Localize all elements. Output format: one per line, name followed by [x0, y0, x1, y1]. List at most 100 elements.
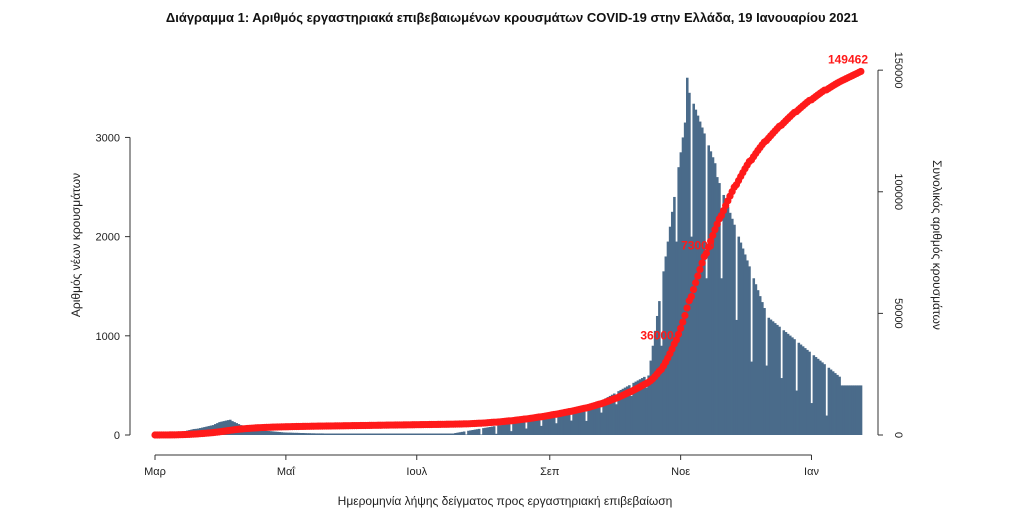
daily-bar: [308, 433, 311, 435]
daily-bar: [741, 248, 745, 435]
daily-bar: [750, 361, 753, 435]
daily-bar: [396, 433, 399, 435]
daily-bar: [814, 357, 818, 435]
daily-bar: [664, 256, 668, 435]
daily-bar: [426, 433, 429, 435]
daily-bar: [780, 378, 783, 435]
cumulative-point: [683, 304, 691, 312]
daily-bar: [514, 422, 517, 435]
chart-title: Διάγραμμα 1: Αριθμός εργαστηριακά επιβεβ…: [165, 10, 859, 25]
daily-bar: [782, 330, 786, 435]
daily-bar: [838, 376, 841, 435]
daily-bar: [458, 432, 462, 435]
daily-bar: [808, 351, 811, 435]
daily-bar: [304, 433, 307, 435]
daily-bar: [786, 333, 790, 435]
annotation-label: 149462: [828, 52, 868, 66]
daily-bar: [821, 362, 824, 435]
daily-bar: [327, 433, 331, 435]
daily-bar: [578, 411, 582, 435]
daily-bar: [316, 433, 320, 435]
cumulative-point: [707, 237, 715, 245]
daily-bar: [492, 426, 496, 435]
cumulative-point: [681, 311, 689, 320]
daily-bar: [282, 432, 286, 435]
daily-bar: [473, 429, 477, 435]
daily-bar: [263, 430, 266, 435]
daily-bar: [773, 323, 777, 435]
daily-bar: [259, 429, 262, 435]
daily-bar: [488, 426, 492, 435]
axis-labels: Ημερομηνία λήψης δείγματος προς εργαστηρ…: [69, 160, 944, 508]
x-tick-label: Νοε: [671, 466, 690, 478]
daily-bar: [527, 420, 530, 435]
daily-bar: [394, 433, 397, 435]
daily-bar: [846, 385, 850, 435]
annotation-label: 73000: [681, 238, 715, 252]
daily-bar: [398, 433, 402, 435]
daily-bar: [840, 385, 844, 435]
daily-bar: [610, 394, 614, 435]
y-tick-label: 2000: [96, 232, 120, 244]
daily-bar: [670, 211, 674, 435]
daily-bar: [417, 433, 421, 435]
daily-bar: [542, 417, 545, 435]
daily-bar: [477, 428, 481, 435]
daily-bar: [411, 433, 414, 435]
daily-bar: [606, 397, 610, 435]
daily-bar: [615, 404, 618, 435]
daily-bar: [733, 224, 736, 435]
daily-bar: [709, 151, 713, 436]
daily-bar: [853, 385, 856, 435]
daily-bar: [510, 431, 513, 435]
daily-bar: [434, 433, 438, 435]
daily-bar: [666, 241, 670, 435]
daily-bar: [737, 236, 741, 435]
daily-bar: [728, 212, 732, 435]
y-tick-label: 0: [114, 430, 120, 442]
daily-bar: [407, 433, 410, 435]
daily-bar: [718, 183, 721, 435]
daily-bar: [713, 163, 717, 435]
daily-bar: [370, 433, 374, 435]
daily-bar: [437, 433, 440, 435]
daily-bar: [310, 433, 314, 435]
daily-bar: [450, 433, 453, 435]
daily-bar: [668, 226, 672, 435]
daily-bar: [503, 424, 507, 435]
daily-bar: [314, 433, 318, 435]
daily-bar: [645, 387, 648, 435]
daily-bar: [804, 348, 807, 435]
daily-bar: [467, 430, 470, 435]
y-tick-label: 3000: [96, 132, 120, 144]
daily-bar: [415, 433, 419, 435]
daily-bar: [602, 399, 605, 435]
daily-bar: [475, 429, 479, 435]
daily-bar: [392, 433, 395, 435]
daily-bar: [516, 422, 520, 435]
daily-bar: [269, 431, 273, 435]
cumulative-point: [677, 324, 685, 332]
daily-bar: [825, 415, 828, 435]
daily-bar: [608, 395, 612, 435]
daily-bar: [471, 430, 474, 435]
cumulative-point: [689, 286, 698, 294]
daily-bar: [456, 432, 459, 435]
cumulative-point: [679, 318, 687, 326]
daily-bar: [529, 419, 532, 435]
daily-bar: [705, 278, 708, 435]
daily-bar: [441, 433, 444, 435]
daily-bar: [351, 433, 354, 435]
daily-bar: [593, 404, 597, 435]
daily-bar: [628, 385, 631, 435]
daily-bar: [379, 433, 382, 435]
y-tick-label: 1000: [96, 331, 120, 343]
daily-bar: [297, 432, 301, 435]
daily-bar: [690, 236, 693, 435]
daily-bar: [544, 417, 547, 435]
daily-bar: [284, 432, 288, 435]
daily-bar: [552, 415, 556, 435]
daily-cases-bars: [153, 77, 863, 436]
daily-bar: [372, 433, 376, 435]
daily-bar: [583, 410, 586, 435]
